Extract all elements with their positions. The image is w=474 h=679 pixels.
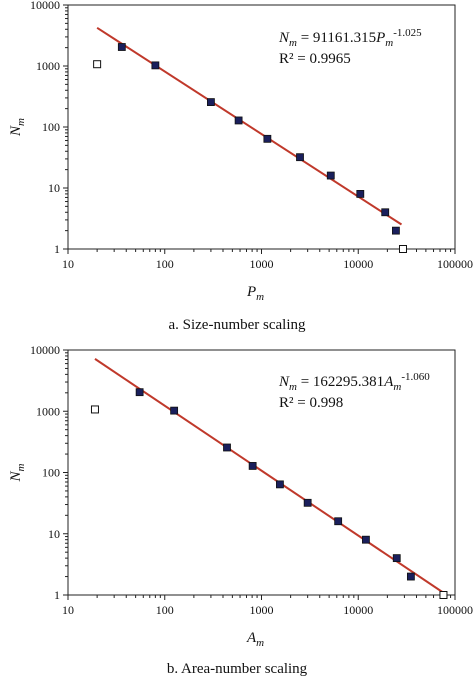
data-point-filled bbox=[334, 517, 343, 526]
x-tick-label: 100 bbox=[156, 257, 174, 271]
data-point-open bbox=[398, 245, 407, 253]
x-tick-label: 10 bbox=[62, 257, 74, 271]
data-point-filled bbox=[117, 43, 126, 51]
data-point-filled bbox=[381, 208, 390, 217]
x-tick-label: 100 bbox=[156, 603, 174, 617]
data-point-filled bbox=[223, 443, 231, 452]
power-law-fit-line bbox=[94, 358, 445, 594]
power-law-fit-line bbox=[96, 26, 403, 226]
data-point-filled bbox=[276, 480, 284, 489]
y-tick-label: 10 bbox=[48, 527, 60, 541]
y-axis-label: Nm bbox=[8, 118, 27, 137]
y-tick-label: 1000 bbox=[36, 59, 60, 73]
y-tick-label: 100 bbox=[42, 466, 60, 480]
x-tick-label: 10000 bbox=[343, 257, 373, 271]
x-tick-label: 10000 bbox=[343, 603, 373, 617]
fit-equation: Nm = 162295.381Am-1.060 bbox=[278, 371, 430, 393]
data-point-filled bbox=[392, 554, 401, 563]
r-squared-label: R² = 0.998 bbox=[279, 395, 343, 411]
data-point-filled bbox=[303, 498, 312, 507]
data-point-filled bbox=[392, 226, 400, 235]
data-point-filled bbox=[326, 171, 335, 180]
data-point-filled bbox=[406, 572, 415, 581]
panel-caption: b. Area-number scaling bbox=[167, 661, 308, 677]
x-axis-label: Pm bbox=[246, 284, 264, 303]
y-tick-label: 10000 bbox=[30, 0, 60, 12]
data-point-filled bbox=[356, 190, 365, 198]
data-point-filled bbox=[248, 462, 257, 470]
data-point-filled bbox=[170, 406, 179, 415]
data-point-filled bbox=[207, 98, 215, 106]
y-tick-label: 10000 bbox=[30, 343, 60, 357]
data-point-filled bbox=[296, 153, 304, 162]
y-tick-label: 1 bbox=[54, 588, 60, 602]
data-point-filled bbox=[263, 134, 272, 143]
x-tick-label: 100000 bbox=[437, 603, 473, 617]
x-tick-label: 10 bbox=[62, 603, 74, 617]
x-axis-label: Am bbox=[246, 630, 264, 649]
y-tick-label: 1 bbox=[54, 242, 60, 256]
panel-caption: a. Size-number scaling bbox=[168, 317, 306, 333]
x-tick-label: 1000 bbox=[250, 603, 274, 617]
y-tick-label: 1000 bbox=[36, 404, 60, 418]
x-tick-label: 100000 bbox=[437, 257, 473, 271]
plot-area-frame bbox=[67, 4, 456, 250]
x-tick-label: 1000 bbox=[250, 257, 274, 271]
data-point-open bbox=[439, 591, 448, 599]
data-point-open bbox=[90, 405, 99, 414]
y-tick-label: 10 bbox=[48, 181, 60, 195]
data-point-filled bbox=[135, 388, 144, 397]
data-point-filled bbox=[234, 116, 243, 125]
r-squared-label: R² = 0.9965 bbox=[279, 51, 351, 67]
data-point-filled bbox=[151, 61, 160, 70]
data-point-filled bbox=[362, 535, 370, 544]
fit-equation: Nm = 91161.315Pm-1.025 bbox=[278, 27, 422, 49]
data-point-open bbox=[93, 60, 102, 69]
y-axis-label: Nm bbox=[8, 463, 27, 482]
y-tick-label: 100 bbox=[42, 120, 60, 134]
